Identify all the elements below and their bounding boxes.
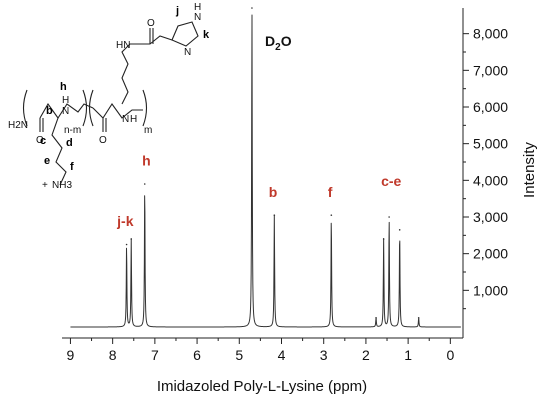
lysine-side-chain <box>51 117 67 186</box>
y-tick-label: 8,000 <box>473 26 508 42</box>
atom-o-amide: O <box>36 135 44 146</box>
proton-label-c: c <box>40 135 46 147</box>
peak-annotation: h <box>142 153 151 169</box>
proton-label-e: e <box>44 155 50 167</box>
modified-side-chain <box>121 35 173 105</box>
x-tick-label: 8 <box>109 347 117 363</box>
x-tick-label: 7 <box>151 347 159 363</box>
atom-o-right: O <box>99 135 107 146</box>
x-tick-label: 5 <box>235 347 243 363</box>
y-axis-ticks: 1,000 2,000 3,000 4,000 5,000 6,000 7,000 8,000 <box>463 26 508 310</box>
x-tick-label: 6 <box>193 347 201 363</box>
peak-point-2 <box>143 183 146 185</box>
y-tick-label: 6,000 <box>473 99 508 115</box>
chemical-structure: H2N O N H + NH3 O N H HN O N N H n-m m j… <box>8 2 210 191</box>
atom-h-end: H <box>130 114 137 125</box>
peak-point-9 <box>398 229 401 231</box>
peak-point-8 <box>388 216 390 218</box>
atom-n-backbone: N <box>62 106 69 117</box>
proton-label-d: d <box>66 137 73 149</box>
proton-label-b: b <box>46 105 53 117</box>
y-tick-label: 1,000 <box>473 282 508 298</box>
peak-annotation: f <box>328 184 333 200</box>
solvent-label: D2O <box>265 33 292 53</box>
proton-label-f: f <box>70 161 74 173</box>
atom-nh3: NH3 <box>52 180 72 191</box>
atom-plus: + <box>42 180 48 191</box>
peak-point-1 <box>130 238 133 240</box>
atom-h-ring: H <box>194 2 201 13</box>
x-tick-label: 0 <box>446 347 454 363</box>
proton-label-k: k <box>203 29 210 41</box>
peak-annotation: j-k <box>116 213 134 229</box>
atom-n-ring-2: N <box>194 12 201 23</box>
y-tick-label: 3,000 <box>473 209 508 225</box>
y-tick-label: 7,000 <box>473 62 508 78</box>
peak-markers <box>125 7 420 319</box>
peak-annotation: b <box>269 184 278 200</box>
peak-point-6 <box>375 317 377 319</box>
x-tick-label: 1 <box>404 347 412 363</box>
proton-label-h: h <box>60 81 67 93</box>
atom-n-end: N <box>122 114 129 125</box>
peak-point-3 <box>251 7 253 9</box>
x-tick-label: 2 <box>362 347 370 363</box>
peak-point-10 <box>417 317 420 319</box>
proton-label-j: j <box>175 5 179 17</box>
subscript-n-m: n-m <box>64 125 81 136</box>
peak-annotation: c-e <box>381 173 401 189</box>
left-backbone-bonds <box>39 102 94 119</box>
x-axis-ticks: 9 8 7 6 5 4 3 2 1 0 <box>67 338 454 363</box>
y-axis-title: Intensity <box>521 142 538 198</box>
atom-h-backbone: H <box>62 95 69 106</box>
peak-point-7 <box>382 238 385 240</box>
left-bracket-close <box>82 89 88 127</box>
solvent-label-main: D <box>265 33 275 49</box>
peak-point-0 <box>125 243 128 246</box>
atom-hn-side: HN <box>116 40 130 51</box>
right-bracket-close <box>142 89 148 127</box>
peak-point-5 <box>330 214 333 216</box>
atom-h2n: H2N <box>8 120 28 131</box>
peak-point-4 <box>273 214 276 216</box>
x-axis-title: Imidazoled Poly-L-Lysine (ppm) <box>157 378 367 395</box>
x-tick-label: 4 <box>278 347 286 363</box>
atom-o-top: O <box>147 18 155 29</box>
right-backbone-bonds <box>92 103 143 119</box>
peak-labels: j-k h b f c-e <box>116 153 401 230</box>
imidazole-ring <box>171 21 199 47</box>
right-bracket-open <box>88 89 94 127</box>
atom-n-ring-1: N <box>184 47 191 58</box>
x-tick-label: 9 <box>67 347 75 363</box>
left-bracket-open <box>22 89 28 127</box>
spectrum-line <box>70 14 462 328</box>
subscript-m: m <box>144 125 152 136</box>
y-tick-label: 4,000 <box>473 172 508 188</box>
x-tick-label: 3 <box>320 347 328 363</box>
solvent-label-end: O <box>281 33 292 49</box>
y-tick-label: 2,000 <box>473 246 508 262</box>
solvent-label-subscript: 2 <box>275 42 281 53</box>
y-tick-label: 5,000 <box>473 136 508 152</box>
